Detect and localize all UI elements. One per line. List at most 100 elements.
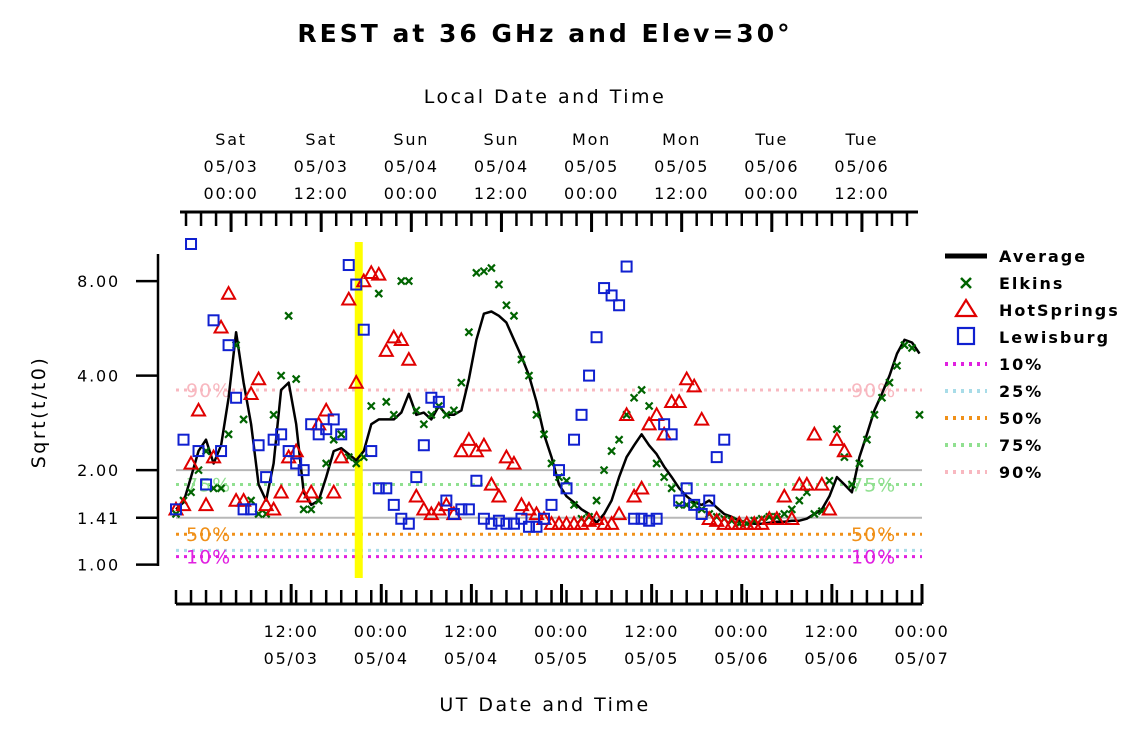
elkins-point — [892, 361, 902, 371]
hotsprings-point — [378, 342, 395, 357]
hotsprings-point — [768, 510, 786, 525]
legend-item: Elkins — [960, 274, 1064, 293]
hotsprings-point — [806, 425, 823, 441]
lewisburg-point — [635, 512, 648, 525]
elkins-point — [532, 410, 541, 420]
hotsprings-point — [295, 487, 312, 503]
x-tick-label: 12:00 — [804, 622, 859, 641]
elkins-point — [216, 484, 226, 493]
lewisburg-point — [598, 282, 611, 295]
lewisburg-point — [530, 520, 543, 533]
legend-item: 25% — [945, 382, 1041, 401]
elkins-point — [517, 355, 526, 364]
x-tick-label: 05/04 — [444, 649, 499, 668]
hotsprings-point — [325, 483, 342, 499]
current-time-marker — [354, 242, 363, 578]
top-tick-day: Tue — [754, 130, 788, 149]
lewisburg-point — [282, 445, 295, 458]
elkins-point — [374, 289, 384, 298]
hotsprings-point — [828, 431, 846, 446]
top-tick-day: Mon — [662, 130, 701, 149]
elkins-point — [224, 430, 233, 439]
lewisburg-point — [665, 428, 678, 441]
y-tick-label: 1.00 — [77, 556, 120, 575]
top-tick-date: 05/03 — [204, 157, 259, 176]
elkins-point — [487, 263, 496, 273]
lewisburg-point — [628, 512, 641, 525]
elkins-point — [629, 393, 639, 403]
percentile-label: 10% — [186, 547, 231, 569]
hotsprings-point — [618, 406, 635, 422]
x-tick-label: 05/03 — [264, 649, 319, 668]
hotsprings-point — [318, 401, 335, 417]
elkins-point — [412, 406, 421, 415]
lewisburg-point — [177, 433, 190, 446]
lewisburg-point — [568, 433, 581, 446]
lewisburg-point — [192, 445, 205, 458]
top-tick-time: 00:00 — [384, 184, 439, 203]
lewisburg-point — [290, 457, 303, 470]
top-tick-time: 00:00 — [204, 184, 259, 203]
hotsprings-point — [813, 475, 831, 491]
elkins-point — [419, 419, 429, 429]
hotsprings-point — [648, 406, 665, 422]
elkins-point — [366, 401, 376, 411]
elkins-point — [449, 406, 459, 415]
lewisburg-point — [560, 482, 573, 495]
x-tick-label: 12:00 — [624, 622, 679, 641]
lewisburg-point — [575, 408, 588, 421]
lewisburg-point — [230, 391, 243, 404]
elkins-point — [539, 430, 549, 439]
elkins-point — [509, 311, 519, 321]
legend-label: Elkins — [999, 274, 1064, 293]
legend-label: HotSprings — [999, 301, 1120, 320]
top-tick-date: 05/06 — [744, 157, 799, 176]
hotsprings-point — [385, 328, 402, 344]
hotsprings-point — [423, 505, 440, 521]
elkins-point — [269, 410, 278, 420]
hotsprings-point — [625, 487, 643, 503]
hotsprings-point — [776, 487, 793, 503]
hotsprings-point — [483, 475, 500, 491]
x-tick-label: 05/05 — [534, 649, 589, 668]
percentile-label: 90% — [186, 380, 231, 402]
hotsprings-point — [821, 500, 838, 516]
lewisburg-point — [215, 445, 228, 458]
lewisburg-point — [275, 428, 288, 441]
top-tick-time: 12:00 — [834, 184, 889, 203]
lewisburg-point — [342, 259, 355, 272]
top-tick-day: Tue — [845, 130, 879, 149]
lewisburg-point — [710, 451, 723, 464]
hotsprings-point — [783, 510, 801, 525]
top-tick-time: 00:00 — [564, 184, 619, 203]
hotsprings-point — [370, 265, 387, 281]
elkins-point — [614, 435, 624, 444]
lewisburg-point — [417, 439, 430, 452]
hotsprings-point — [603, 515, 620, 530]
x-tick-label: 12:00 — [264, 622, 319, 641]
hotsprings-point — [505, 454, 523, 470]
percentile-label: 50% — [851, 524, 896, 546]
hotsprings-point — [250, 370, 267, 386]
elkins-point — [321, 459, 331, 468]
chart-title: REST at 36 GHz and Elev=30° — [297, 19, 792, 48]
hotsprings-point — [836, 442, 853, 458]
lewisburg-point — [357, 323, 370, 336]
lewisburg-point — [380, 482, 393, 495]
hotsprings-point — [363, 264, 380, 280]
elkins-point — [787, 505, 797, 514]
lewisburg-point — [688, 498, 701, 511]
elkins-point — [900, 340, 909, 350]
legend-item: HotSprings — [954, 297, 1120, 320]
lewisburg-point — [320, 423, 333, 436]
x-tick-label: 00:00 — [354, 622, 409, 641]
elkins-point — [599, 465, 609, 475]
lewisburg-point — [673, 494, 686, 507]
hotsprings-point — [610, 505, 628, 521]
hotsprings-point — [190, 401, 207, 417]
lewisburg-point — [200, 478, 213, 491]
hotsprings-point — [453, 442, 470, 458]
lewisburg-point — [658, 418, 671, 431]
elkins-point — [810, 509, 819, 519]
